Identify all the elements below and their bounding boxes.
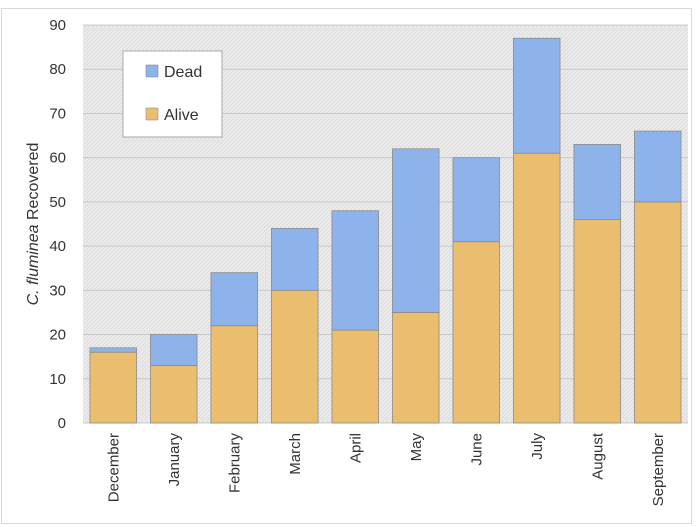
y-axis-label-rest: Recovered xyxy=(25,143,42,220)
bar-dead-december xyxy=(89,347,137,353)
x-tick-label: April xyxy=(347,433,364,463)
bar-dead-january xyxy=(150,334,198,366)
y-tick-label: 60 xyxy=(49,150,66,167)
y-tick-label: 50 xyxy=(49,194,66,211)
x-tick-label: July xyxy=(529,433,546,460)
bar-dead-may xyxy=(392,148,440,313)
bar-alive-september xyxy=(634,201,682,424)
bar-alive-january xyxy=(150,365,198,424)
x-tick-label: August xyxy=(589,432,606,480)
bar-alive-march xyxy=(271,289,319,424)
y-tick-label: 0 xyxy=(58,415,66,432)
y-axis-label-italic: C. fluminea xyxy=(25,224,42,305)
x-tick-label: February xyxy=(226,433,243,494)
y-tick-label: 10 xyxy=(49,371,66,388)
bar-dead-june xyxy=(452,157,500,243)
bar-alive-april xyxy=(331,329,379,424)
legend-label-dead: Dead xyxy=(164,64,202,81)
bar-alive-july xyxy=(513,152,561,424)
bar-alive-february xyxy=(210,325,258,424)
bar-dead-august xyxy=(573,143,621,220)
x-tick-label: January xyxy=(166,433,183,487)
chart-frame xyxy=(1,8,692,524)
legend-swatch-dead xyxy=(145,64,159,78)
x-tick-label: June xyxy=(468,433,485,466)
y-tick-label: 90 xyxy=(49,17,66,34)
y-tick-label: 30 xyxy=(49,282,66,299)
bar-alive-december xyxy=(89,351,137,424)
y-tick-label: 20 xyxy=(49,327,66,344)
x-tick-label: March xyxy=(287,433,304,475)
bar-alive-june xyxy=(452,241,500,424)
legend-swatch-alive xyxy=(145,107,159,121)
bar-dead-july xyxy=(513,37,561,154)
bar-dead-september xyxy=(634,130,682,203)
legend: Dead Alive xyxy=(122,50,223,138)
bar-dead-march xyxy=(271,228,319,291)
y-axis-label: C. fluminea Recovered xyxy=(25,143,42,306)
legend-label-alive: Alive xyxy=(164,107,199,124)
legend-box xyxy=(122,50,223,138)
x-tick-label: May xyxy=(408,433,425,462)
bar-alive-may xyxy=(392,312,440,424)
x-tick-label: December xyxy=(105,433,122,502)
y-tick-label: 70 xyxy=(49,105,66,122)
y-tick-label: 40 xyxy=(49,238,66,255)
bar-alive-august xyxy=(573,219,621,424)
bar-dead-april xyxy=(331,210,379,331)
y-tick-label: 80 xyxy=(49,61,66,78)
bar-dead-february xyxy=(210,272,258,327)
x-tick-label: September xyxy=(650,433,667,506)
